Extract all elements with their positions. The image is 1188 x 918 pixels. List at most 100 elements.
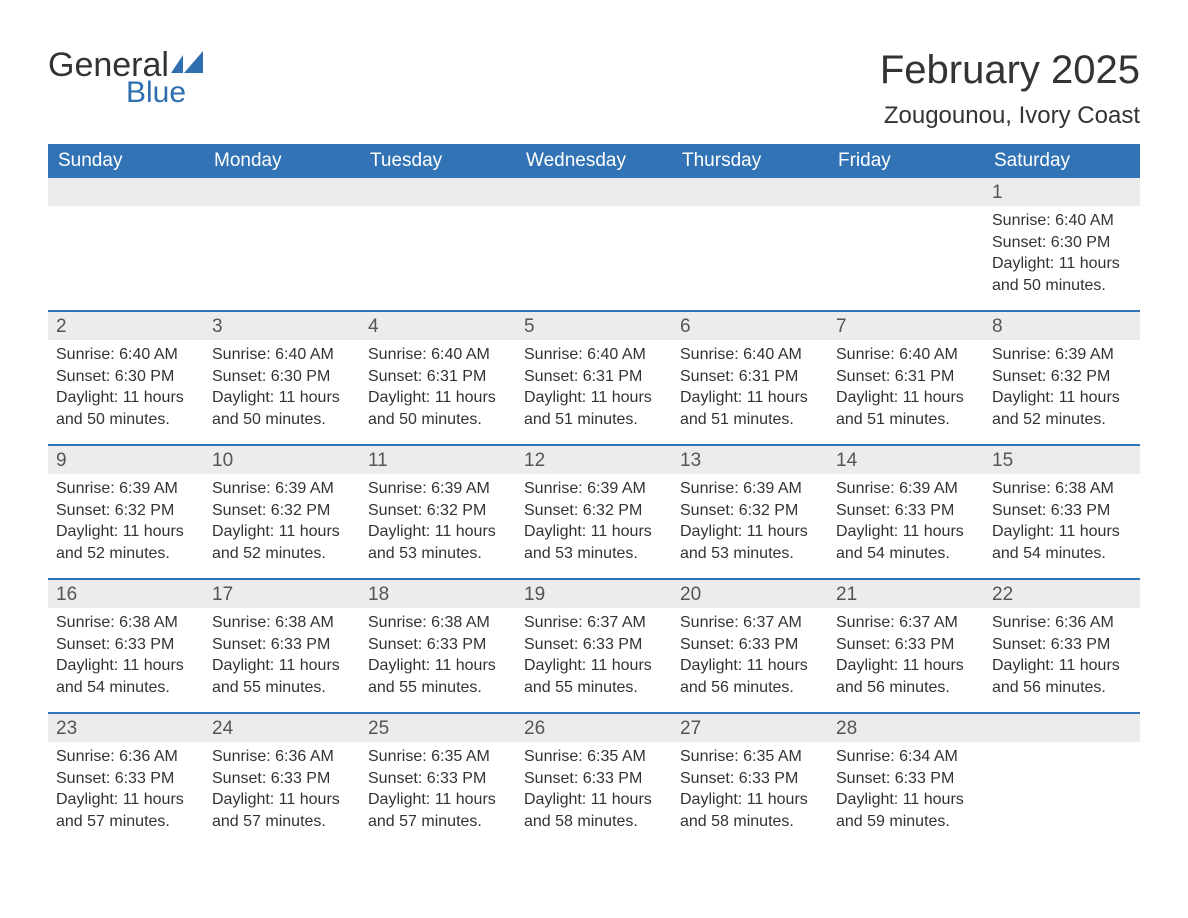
day-number: 27 — [672, 714, 828, 742]
page-header: General Blue February 2025 Zougounou, Iv… — [48, 48, 1140, 130]
day-number: 2 — [48, 312, 204, 340]
sunset-line: Sunset: 6:33 PM — [992, 500, 1132, 522]
sunrise-line: Sunrise: 6:37 AM — [524, 612, 664, 634]
calendar-day-cell: 19Sunrise: 6:37 AMSunset: 6:33 PMDayligh… — [516, 580, 672, 712]
sunset-line: Sunset: 6:31 PM — [524, 366, 664, 388]
calendar-week-row: 2Sunrise: 6:40 AMSunset: 6:30 PMDaylight… — [48, 312, 1140, 444]
calendar-day-cell — [48, 178, 204, 310]
calendar-day-cell: 5Sunrise: 6:40 AMSunset: 6:31 PMDaylight… — [516, 312, 672, 444]
day-details: Sunrise: 6:39 AMSunset: 6:32 PMDaylight:… — [672, 474, 828, 572]
day-details: Sunrise: 6:40 AMSunset: 6:31 PMDaylight:… — [516, 340, 672, 438]
sunset-line: Sunset: 6:33 PM — [836, 500, 976, 522]
daylight-line: Daylight: 11 hours and 56 minutes. — [680, 655, 820, 698]
daylight-line: Daylight: 11 hours and 52 minutes. — [56, 521, 196, 564]
sunrise-line: Sunrise: 6:40 AM — [524, 344, 664, 366]
day-details: Sunrise: 6:40 AMSunset: 6:30 PMDaylight:… — [204, 340, 360, 438]
day-number: 7 — [828, 312, 984, 340]
calendar-day-cell: 8Sunrise: 6:39 AMSunset: 6:32 PMDaylight… — [984, 312, 1140, 444]
calendar-day-cell: 22Sunrise: 6:36 AMSunset: 6:33 PMDayligh… — [984, 580, 1140, 712]
day-details: Sunrise: 6:35 AMSunset: 6:33 PMDaylight:… — [360, 742, 516, 840]
daylight-line: Daylight: 11 hours and 59 minutes. — [836, 789, 976, 832]
day-details: Sunrise: 6:40 AMSunset: 6:30 PMDaylight:… — [48, 340, 204, 438]
calendar-day-cell — [984, 714, 1140, 846]
day-number: 14 — [828, 446, 984, 474]
day-details: Sunrise: 6:37 AMSunset: 6:33 PMDaylight:… — [672, 608, 828, 706]
daylight-line: Daylight: 11 hours and 52 minutes. — [212, 521, 352, 564]
daylight-line: Daylight: 11 hours and 50 minutes. — [56, 387, 196, 430]
sunset-line: Sunset: 6:33 PM — [836, 634, 976, 656]
calendar-day-cell: 28Sunrise: 6:34 AMSunset: 6:33 PMDayligh… — [828, 714, 984, 846]
day-details: Sunrise: 6:40 AMSunset: 6:30 PMDaylight:… — [984, 206, 1140, 304]
day-details: Sunrise: 6:39 AMSunset: 6:32 PMDaylight:… — [204, 474, 360, 572]
daylight-line: Daylight: 11 hours and 54 minutes. — [836, 521, 976, 564]
daylight-line: Daylight: 11 hours and 50 minutes. — [992, 253, 1132, 296]
calendar-day-cell: 3Sunrise: 6:40 AMSunset: 6:30 PMDaylight… — [204, 312, 360, 444]
location-label: Zougounou, Ivory Coast — [880, 102, 1140, 130]
sunrise-line: Sunrise: 6:36 AM — [56, 746, 196, 768]
day-details: Sunrise: 6:35 AMSunset: 6:33 PMDaylight:… — [516, 742, 672, 840]
day-number — [828, 178, 984, 206]
sunset-line: Sunset: 6:32 PM — [524, 500, 664, 522]
calendar-day-cell: 1Sunrise: 6:40 AMSunset: 6:30 PMDaylight… — [984, 178, 1140, 310]
calendar-day-cell: 13Sunrise: 6:39 AMSunset: 6:32 PMDayligh… — [672, 446, 828, 578]
day-details: Sunrise: 6:36 AMSunset: 6:33 PMDaylight:… — [204, 742, 360, 840]
daylight-line: Daylight: 11 hours and 54 minutes. — [992, 521, 1132, 564]
calendar-day-cell: 23Sunrise: 6:36 AMSunset: 6:33 PMDayligh… — [48, 714, 204, 846]
sunset-line: Sunset: 6:31 PM — [368, 366, 508, 388]
sunset-line: Sunset: 6:33 PM — [680, 634, 820, 656]
sunrise-line: Sunrise: 6:39 AM — [992, 344, 1132, 366]
sunset-line: Sunset: 6:33 PM — [680, 768, 820, 790]
sunset-line: Sunset: 6:33 PM — [368, 768, 508, 790]
day-details: Sunrise: 6:40 AMSunset: 6:31 PMDaylight:… — [672, 340, 828, 438]
sunset-line: Sunset: 6:30 PM — [212, 366, 352, 388]
weekday-header: Tuesday — [360, 144, 516, 178]
sunset-line: Sunset: 6:32 PM — [212, 500, 352, 522]
calendar-day-cell: 18Sunrise: 6:38 AMSunset: 6:33 PMDayligh… — [360, 580, 516, 712]
daylight-line: Daylight: 11 hours and 51 minutes. — [524, 387, 664, 430]
sunrise-line: Sunrise: 6:39 AM — [56, 478, 196, 500]
brand-name-part2: Blue — [126, 78, 203, 108]
calendar-day-cell: 27Sunrise: 6:35 AMSunset: 6:33 PMDayligh… — [672, 714, 828, 846]
day-number: 12 — [516, 446, 672, 474]
sunset-line: Sunset: 6:33 PM — [368, 634, 508, 656]
day-details: Sunrise: 6:35 AMSunset: 6:33 PMDaylight:… — [672, 742, 828, 840]
day-details: Sunrise: 6:39 AMSunset: 6:33 PMDaylight:… — [828, 474, 984, 572]
sunrise-line: Sunrise: 6:40 AM — [56, 344, 196, 366]
day-number — [48, 178, 204, 206]
calendar-week-row: 1Sunrise: 6:40 AMSunset: 6:30 PMDaylight… — [48, 178, 1140, 310]
daylight-line: Daylight: 11 hours and 53 minutes. — [368, 521, 508, 564]
weekday-header-row: Sunday Monday Tuesday Wednesday Thursday… — [48, 144, 1140, 178]
daylight-line: Daylight: 11 hours and 53 minutes. — [680, 521, 820, 564]
calendar-day-cell: 16Sunrise: 6:38 AMSunset: 6:33 PMDayligh… — [48, 580, 204, 712]
daylight-line: Daylight: 11 hours and 57 minutes. — [212, 789, 352, 832]
weekday-header: Wednesday — [516, 144, 672, 178]
calendar-day-cell — [828, 178, 984, 310]
sunrise-line: Sunrise: 6:35 AM — [524, 746, 664, 768]
day-number: 5 — [516, 312, 672, 340]
sunset-line: Sunset: 6:33 PM — [524, 634, 664, 656]
day-details: Sunrise: 6:40 AMSunset: 6:31 PMDaylight:… — [828, 340, 984, 438]
calendar-day-cell: 20Sunrise: 6:37 AMSunset: 6:33 PMDayligh… — [672, 580, 828, 712]
day-number: 18 — [360, 580, 516, 608]
day-number — [984, 714, 1140, 742]
calendar-day-cell: 11Sunrise: 6:39 AMSunset: 6:32 PMDayligh… — [360, 446, 516, 578]
day-number: 11 — [360, 446, 516, 474]
sunset-line: Sunset: 6:31 PM — [680, 366, 820, 388]
day-details: Sunrise: 6:39 AMSunset: 6:32 PMDaylight:… — [48, 474, 204, 572]
day-number: 23 — [48, 714, 204, 742]
sunset-line: Sunset: 6:33 PM — [212, 768, 352, 790]
day-number: 16 — [48, 580, 204, 608]
day-details: Sunrise: 6:39 AMSunset: 6:32 PMDaylight:… — [516, 474, 672, 572]
day-details: Sunrise: 6:36 AMSunset: 6:33 PMDaylight:… — [48, 742, 204, 840]
sunset-line: Sunset: 6:30 PM — [56, 366, 196, 388]
calendar-day-cell — [204, 178, 360, 310]
calendar-day-cell: 15Sunrise: 6:38 AMSunset: 6:33 PMDayligh… — [984, 446, 1140, 578]
day-number: 6 — [672, 312, 828, 340]
day-details: Sunrise: 6:40 AMSunset: 6:31 PMDaylight:… — [360, 340, 516, 438]
daylight-line: Daylight: 11 hours and 51 minutes. — [680, 387, 820, 430]
sunrise-line: Sunrise: 6:39 AM — [524, 478, 664, 500]
weekday-header: Friday — [828, 144, 984, 178]
day-details: Sunrise: 6:37 AMSunset: 6:33 PMDaylight:… — [516, 608, 672, 706]
flag-icon — [171, 51, 203, 78]
day-details: Sunrise: 6:39 AMSunset: 6:32 PMDaylight:… — [360, 474, 516, 572]
